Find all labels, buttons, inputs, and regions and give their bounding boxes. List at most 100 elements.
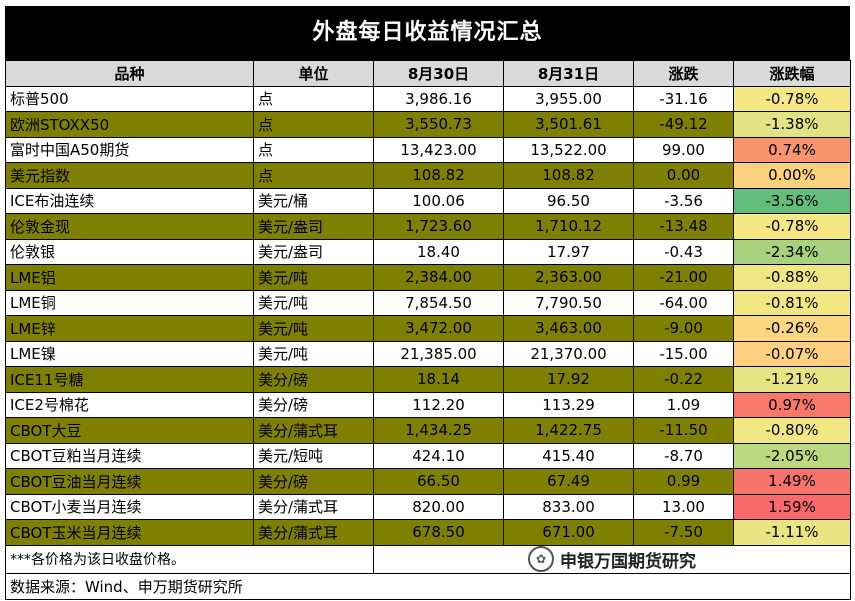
row-name: CBOT大豆 <box>5 417 254 444</box>
row-change-pct: 0.00% <box>733 162 851 189</box>
row-change-pct: 0.97% <box>733 391 851 418</box>
row-name: 标普500 <box>5 85 254 112</box>
header-change: 涨跌 <box>633 60 734 87</box>
row-value-aug31: 671.00 <box>503 519 634 546</box>
row-value-aug30: 66.50 <box>373 468 504 495</box>
row-change: -64.00 <box>633 289 734 316</box>
row-name: 美元指数 <box>5 162 254 189</box>
row-value-aug30: 108.82 <box>373 162 504 189</box>
row-name: ICE布油连续 <box>5 187 254 214</box>
table-row: LME镍 美元/吨 21,385.00 21,370.00 -15.00 -0.07% <box>5 340 851 367</box>
summary-table-container: 外盘每日收益情况汇总 品种 单位 8月30日 8月31日 涨跌 涨跌幅 标普50… <box>5 6 851 600</box>
row-value-aug30: 424.10 <box>373 442 504 469</box>
row-change: -15.00 <box>633 340 734 367</box>
row-unit: 美元/桶 <box>253 187 374 214</box>
row-change: -11.50 <box>633 417 734 444</box>
row-name: CBOT小麦当月连续 <box>5 493 254 520</box>
row-value-aug31: 17.92 <box>503 366 634 393</box>
row-unit: 点 <box>253 162 374 189</box>
table-row: CBOT玉米当月连续 美分/蒲式耳 678.50 671.00 -7.50 -1.11% <box>5 519 851 546</box>
row-change: 13.00 <box>633 493 734 520</box>
header-date-2: 8月31日 <box>503 60 634 87</box>
source-text: 数据来源：Wind、申万期货研究所 <box>5 572 851 600</box>
table-row: LME铜 美元/吨 7,854.50 7,790.50 -64.00 -0.81% <box>5 289 851 316</box>
row-change-pct: -0.80% <box>733 417 851 444</box>
row-name: CBOT玉米当月连续 <box>5 519 254 546</box>
row-unit: 美分/磅 <box>253 366 374 393</box>
row-change: -9.00 <box>633 315 734 342</box>
table-row: 欧洲STOXX50 点 3,550.73 3,501.61 -49.12 -1.38% <box>5 111 851 138</box>
row-change-pct: -0.26% <box>733 315 851 342</box>
row-name: LME镍 <box>5 340 254 367</box>
row-change: -21.00 <box>633 264 734 291</box>
row-value-aug31: 415.40 <box>503 442 634 469</box>
row-change: 0.00 <box>633 162 734 189</box>
row-change-pct: -0.78% <box>733 85 851 112</box>
row-change-pct: -0.07% <box>733 340 851 367</box>
row-change: 99.00 <box>633 136 734 163</box>
row-change: 0.99 <box>633 468 734 495</box>
row-value-aug31: 1,422.75 <box>503 417 634 444</box>
row-value-aug30: 1,723.60 <box>373 213 504 240</box>
row-unit: 美分/磅 <box>253 391 374 418</box>
row-change-pct: 0.74% <box>733 136 851 163</box>
row-name: ICE2号棉花 <box>5 391 254 418</box>
row-unit: 美元/吨 <box>253 315 374 342</box>
row-change-pct: -3.56% <box>733 187 851 214</box>
table-row: CBOT小麦当月连续 美分/蒲式耳 820.00 833.00 13.00 1.59% <box>5 493 851 520</box>
row-value-aug31: 3,463.00 <box>503 315 634 342</box>
row-unit: 美元/吨 <box>253 264 374 291</box>
table-row: LME铝 美元/吨 2,384.00 2,363.00 -21.00 -0.88% <box>5 264 851 291</box>
row-value-aug30: 3,986.16 <box>373 85 504 112</box>
table-row: 标普500 点 3,986.16 3,955.00 -31.16 -0.78% <box>5 85 851 112</box>
row-change: -0.43 <box>633 238 734 265</box>
row-value-aug31: 17.97 <box>503 238 634 265</box>
row-unit: 美分/磅 <box>253 468 374 495</box>
row-unit: 点 <box>253 85 374 112</box>
row-value-aug31: 13,522.00 <box>503 136 634 163</box>
row-value-aug30: 112.20 <box>373 391 504 418</box>
row-value-aug31: 3,501.61 <box>503 111 634 138</box>
row-value-aug30: 3,472.00 <box>373 315 504 342</box>
table-row: 美元指数点 108.82 108.82 0.00 0.00% <box>5 162 851 189</box>
row-change: 1.09 <box>633 391 734 418</box>
watermark: ✿ 申银万国期货研究 <box>373 544 851 574</box>
row-value-aug30: 820.00 <box>373 493 504 520</box>
row-change-pct: 1.59% <box>733 493 851 520</box>
header-variety: 品种 <box>5 60 254 87</box>
row-value-aug31: 108.82 <box>503 162 634 189</box>
note-row: ***各价格为该日收盘价格。 ✿ 申银万国期货研究 <box>5 544 851 574</box>
table-row: CBOT大豆 美分/蒲式耳 1,434.25 1,422.75 -11.50 -0.80% <box>5 417 851 444</box>
row-value-aug31: 833.00 <box>503 493 634 520</box>
table-row: ICE布油连续 美元/桶 100.06 96.50 -3.56 -3.56% <box>5 187 851 214</box>
row-change-pct: -0.88% <box>733 264 851 291</box>
row-change: -49.12 <box>633 111 734 138</box>
header-date-1: 8月30日 <box>373 60 504 87</box>
row-value-aug31: 2,363.00 <box>503 264 634 291</box>
row-change: -7.50 <box>633 519 734 546</box>
row-value-aug30: 7,854.50 <box>373 289 504 316</box>
header-change-pct: 涨跌幅 <box>733 60 851 87</box>
row-name: ICE11号糖 <box>5 366 254 393</box>
note-text: ***各价格为该日收盘价格。 <box>5 544 374 574</box>
row-value-aug31: 7,790.50 <box>503 289 634 316</box>
row-value-aug30: 2,384.00 <box>373 264 504 291</box>
row-value-aug31: 96.50 <box>503 187 634 214</box>
row-value-aug31: 67.49 <box>503 468 634 495</box>
row-change-pct: -2.34% <box>733 238 851 265</box>
row-name: 富时中国A50期货 <box>5 136 254 163</box>
row-value-aug31: 3,955.00 <box>503 85 634 112</box>
source-row: 数据来源：Wind、申万期货研究所 <box>5 572 851 600</box>
row-unit: 美分/蒲式耳 <box>253 493 374 520</box>
row-value-aug30: 18.14 <box>373 366 504 393</box>
row-value-aug31: 1,710.12 <box>503 213 634 240</box>
wechat-icon: ✿ <box>528 546 554 572</box>
table-row: CBOT豆粕当月连续 美元/短吨 424.10 415.40 -8.70 -2.05% <box>5 442 851 469</box>
table-row: ICE11号糖 美分/磅 18.14 17.92 -0.22 -1.21% <box>5 366 851 393</box>
header-row: 品种 单位 8月30日 8月31日 涨跌 涨跌幅 <box>5 60 851 87</box>
row-value-aug30: 13,423.00 <box>373 136 504 163</box>
watermark-text: 申银万国期货研究 <box>560 551 696 572</box>
row-value-aug31: 113.29 <box>503 391 634 418</box>
row-change-pct: -0.78% <box>733 213 851 240</box>
table-row: LME锌 美元/吨 3,472.00 3,463.00 -9.00 -0.26% <box>5 315 851 342</box>
